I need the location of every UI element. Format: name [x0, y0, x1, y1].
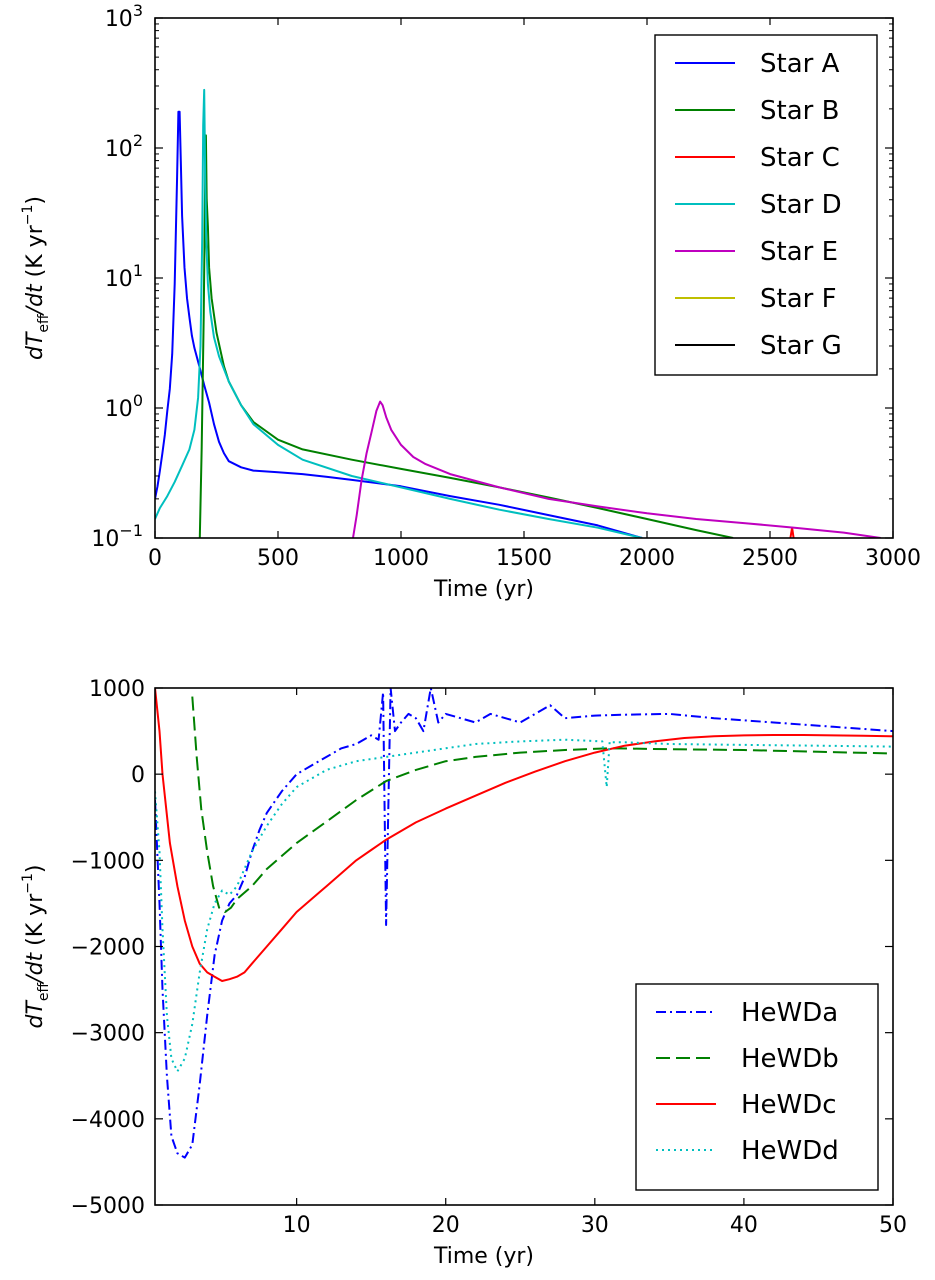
- x-tick-label: 30: [581, 1213, 609, 1238]
- y-tick-label: 103: [105, 1, 143, 32]
- x-tick-label: 20: [432, 1213, 460, 1238]
- y-tick-label: 1000: [89, 677, 145, 702]
- x-tick-label: 2000: [619, 546, 675, 571]
- legend-label: HeWDd: [741, 1136, 839, 1166]
- series-line-star-d: [155, 88, 643, 538]
- x-tick-label: 3000: [865, 546, 921, 571]
- series-line-hewdb: [191, 696, 893, 913]
- x-tick-label: 50: [879, 1213, 907, 1238]
- y-tick-label: 102: [105, 131, 143, 162]
- series-line-star-e: [352, 400, 881, 538]
- y-tick-label: 101: [105, 261, 143, 292]
- legend-label: HeWDa: [741, 998, 838, 1028]
- x-tick-label: 0: [148, 546, 162, 571]
- top-chart: 0 500 1000 1500 2000 2500 3000 10−1 100 101 102 103…: [20, 1, 921, 602]
- series-line-star-c: [789, 526, 795, 538]
- legend-label: Star C: [760, 143, 840, 173]
- legend-label: Star E: [760, 237, 838, 267]
- x-tick-label: 2500: [742, 546, 798, 571]
- legend-label: Star D: [760, 190, 842, 220]
- legend-label: HeWDc: [741, 1090, 837, 1120]
- y-tick-label: 0: [131, 763, 145, 788]
- y-tick-label: 10−1: [91, 521, 143, 552]
- y-axis-label: dTeff/dt (K yr−1): [20, 196, 52, 360]
- bottom-chart: 10 20 30 40 50 1000 0 −1000 −2000 −3000 −4000 −5000…: [20, 677, 907, 1269]
- x-tick-label: 10: [283, 1213, 311, 1238]
- series-line-star-a: [155, 110, 643, 538]
- legend-box: [635, 983, 879, 1191]
- y-tick-label: −2000: [71, 936, 145, 961]
- legend-label: Star G: [760, 331, 842, 361]
- y-tick-label: −5000: [71, 1194, 145, 1219]
- series-line-hewdc: [155, 688, 893, 982]
- legend-label: Star A: [760, 49, 840, 79]
- series-line-hewda: [155, 688, 893, 1159]
- y-tick-label: −4000: [71, 1108, 145, 1133]
- y-tick-label: −1000: [71, 849, 145, 874]
- x-axis-label: Time (yr): [433, 1244, 534, 1269]
- x-tick-label: 1500: [496, 546, 552, 571]
- series-line-hewdd: [155, 738, 893, 1073]
- x-tick-label: 40: [730, 1213, 758, 1238]
- x-axis-label: Time (yr): [433, 577, 534, 602]
- legend-label: Star B: [760, 96, 839, 126]
- x-tick-label: 1000: [373, 546, 429, 571]
- y-axis-label: dTeff/dt (K yr−1): [20, 865, 52, 1029]
- y-tick-label: 100: [105, 391, 143, 422]
- y-tick-label: −3000: [71, 1022, 145, 1047]
- x-tick-label: 500: [257, 546, 299, 571]
- legend-label: HeWDb: [741, 1044, 839, 1074]
- legend-label: Star F: [760, 284, 837, 314]
